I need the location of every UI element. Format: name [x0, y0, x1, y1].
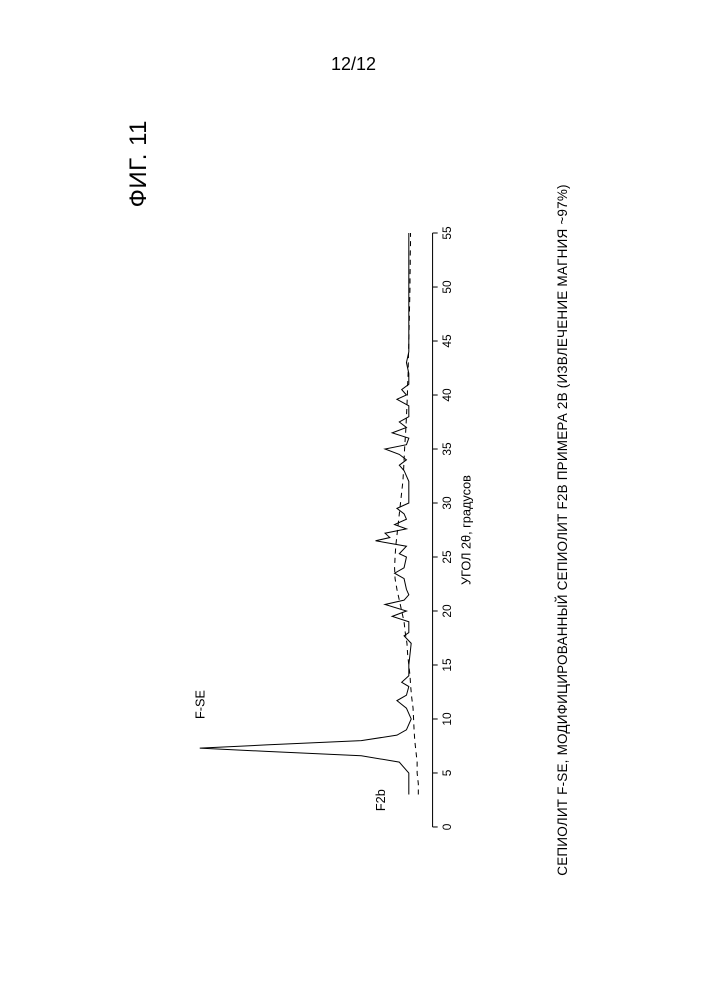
page-number: 12/12 — [0, 54, 707, 75]
page: 12/12 ФИГ. 11 0 5 10 15 20 25 30 35 40 45 50 55 F-S… — [0, 0, 707, 1000]
svg-text:50: 50 — [440, 280, 454, 294]
trace-f-se — [200, 233, 411, 795]
figure-title: ФИГ. 11 — [125, 120, 153, 207]
xrd-chart: 0 5 10 15 20 25 30 35 40 45 50 55 F-SE F2b УГОЛ 2θ,… — [195, 180, 475, 880]
figure-caption: СЕПИОЛИТ F-SE, МОДИФИЦИРОВАННЫЙ СЕПИОЛИТ… — [555, 150, 570, 910]
series-label-f-se: F-SE — [195, 690, 208, 719]
svg-text:20: 20 — [440, 604, 454, 618]
svg-text:15: 15 — [440, 658, 454, 672]
figure: ФИГ. 11 0510152025303540455055 F-SE F2b … — [0, 300, 707, 760]
trace-f2b — [395, 233, 419, 795]
svg-text:30: 30 — [440, 496, 454, 510]
x-axis-title: УГОЛ 2θ, градусов — [459, 475, 474, 585]
axes: 0 5 10 15 20 25 30 35 40 45 50 55 — [433, 226, 455, 830]
svg-text:5: 5 — [440, 769, 454, 776]
svg-text:45: 45 — [440, 334, 454, 348]
svg-text:55: 55 — [440, 226, 454, 240]
svg-text:0: 0 — [440, 823, 454, 830]
series-label-f2b: F2b — [373, 789, 388, 811]
svg-text:35: 35 — [440, 442, 454, 456]
svg-text:40: 40 — [440, 388, 454, 402]
svg-text:25: 25 — [440, 550, 454, 564]
svg-text:10: 10 — [440, 712, 454, 726]
